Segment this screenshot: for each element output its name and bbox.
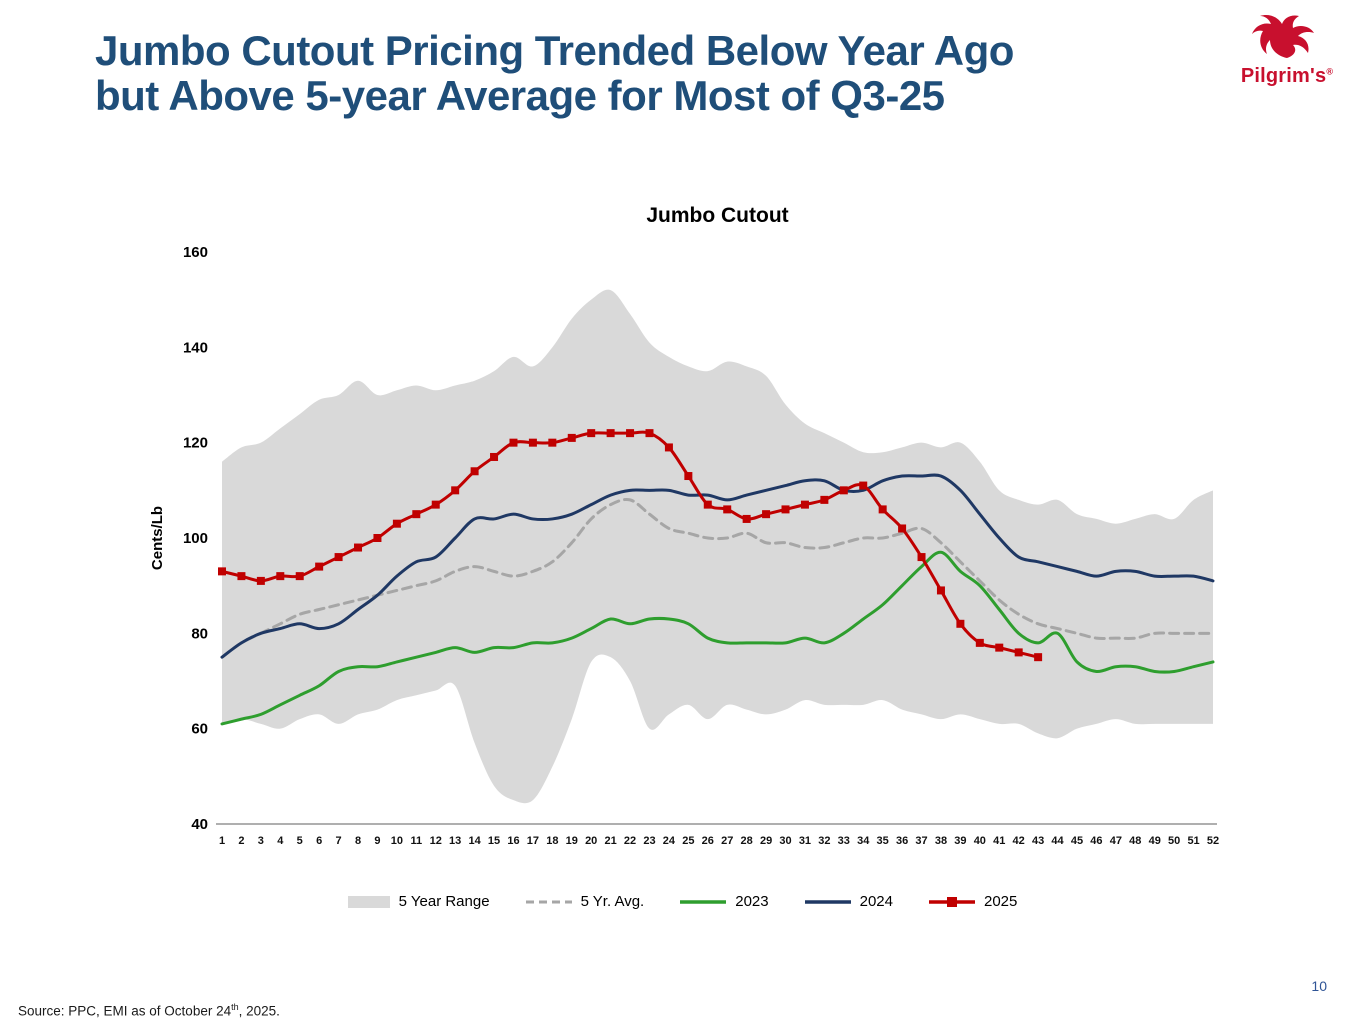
svg-text:43: 43 [1032,835,1044,847]
svg-text:12: 12 [430,835,442,847]
svg-text:32: 32 [818,835,830,847]
legend-label-5-year-range: 5 Year Range [398,893,490,910]
page-title: Jumbo Cutout Pricing Trended Below Year … [95,28,1014,119]
svg-text:80: 80 [191,625,208,642]
svg-text:7: 7 [336,835,342,847]
svg-text:45: 45 [1071,835,1083,847]
series-2023 [220,550,1215,726]
range-swatch-icon [347,895,390,908]
svg-text:15: 15 [488,835,500,847]
svg-text:6: 6 [316,835,322,847]
svg-text:46: 46 [1090,835,1102,847]
svg-text:9: 9 [374,835,380,847]
page-title-line2: but Above 5-year Average for Most of Q3-… [95,72,945,120]
svg-text:23: 23 [643,835,655,847]
svg-text:50: 50 [1168,835,1180,847]
svg-text:25: 25 [682,835,694,847]
svg-text:38: 38 [935,835,947,847]
svg-text:35: 35 [877,835,889,847]
page-title-line1: Jumbo Cutout Pricing Trended Below Year … [95,27,1014,74]
svg-text:34: 34 [857,835,870,847]
red-marker-line-swatch-icon [928,896,975,907]
source-note: Source: PPC, EMI as of October 24th, 202… [18,1001,280,1019]
navy-line-swatch-icon [804,899,851,904]
legend-label-2023: 2023 [735,893,769,910]
svg-text:48: 48 [1129,835,1141,847]
svg-text:5: 5 [297,835,303,847]
svg-text:29: 29 [760,835,772,847]
legend-item-5-year-range: 5 Year Range [347,893,490,910]
svg-text:60: 60 [191,721,208,738]
svg-text:19: 19 [566,835,578,847]
svg-text:11: 11 [410,835,422,847]
series-2024 [220,473,1215,659]
svg-text:140: 140 [183,339,208,356]
svg-text:18: 18 [546,835,558,847]
rooster-flame-icon [1250,14,1324,64]
svg-text:36: 36 [896,835,908,847]
svg-text:47: 47 [1110,835,1122,847]
svg-text:52: 52 [1207,835,1219,847]
dashed-line-swatch-icon [525,900,572,903]
svg-text:20: 20 [585,835,597,847]
chart-title: Jumbo Cutout [646,204,789,227]
svg-text:42: 42 [1013,835,1025,847]
y-axis-label: Cents/Lb [149,506,166,570]
svg-text:24: 24 [663,835,676,847]
svg-text:44: 44 [1051,835,1064,847]
svg-text:26: 26 [702,835,714,847]
svg-text:3: 3 [258,835,264,847]
registered-mark: ® [1326,66,1334,77]
svg-text:41: 41 [993,835,1005,847]
svg-text:40: 40 [191,816,208,833]
svg-text:13: 13 [449,835,461,847]
svg-text:14: 14 [468,835,481,847]
svg-text:28: 28 [741,835,753,847]
svg-text:27: 27 [721,835,733,847]
pilgrims-logo: Pilgrim's® [1227,14,1347,88]
legend-item-2023: 2023 [680,893,769,910]
svg-text:51: 51 [1187,835,1199,847]
legend-item-5-yr-avg: 5 Yr. Avg. [525,893,645,910]
logo-text: Pilgrim's® [1240,65,1334,87]
legend-label-5-yr-avg: 5 Yr. Avg. [580,893,645,910]
series-5-year-range [222,289,1213,804]
svg-text:31: 31 [799,835,811,847]
svg-text:16: 16 [507,835,519,847]
svg-text:8: 8 [355,835,361,847]
svg-text:30: 30 [779,835,791,847]
svg-text:39: 39 [954,835,966,847]
series-5-yr-avg- [220,497,1215,659]
legend-item-2025: 2025 [928,893,1018,910]
page-number: 10 [1311,978,1327,994]
svg-text:10: 10 [391,835,403,847]
green-line-swatch-icon [680,899,727,904]
svg-text:33: 33 [838,835,850,847]
legend-item-2024: 2024 [804,893,893,910]
svg-text:22: 22 [624,835,636,847]
svg-text:40: 40 [974,835,986,847]
svg-text:21: 21 [605,835,617,847]
legend-label-2025: 2025 [983,893,1018,910]
svg-text:49: 49 [1149,835,1161,847]
svg-text:160: 160 [183,244,208,261]
svg-text:120: 120 [183,435,208,452]
legend-label-2024: 2024 [859,893,893,910]
chart-legend: 5 Year Range 5 Yr. Avg. 2023 2024 2 [0,893,1365,910]
svg-text:4: 4 [277,835,284,847]
svg-text:37: 37 [915,835,927,847]
svg-text:17: 17 [527,835,539,847]
series-2025 [218,429,1043,662]
svg-text:100: 100 [183,530,208,547]
svg-text:2: 2 [238,835,244,847]
svg-text:1: 1 [219,835,225,847]
